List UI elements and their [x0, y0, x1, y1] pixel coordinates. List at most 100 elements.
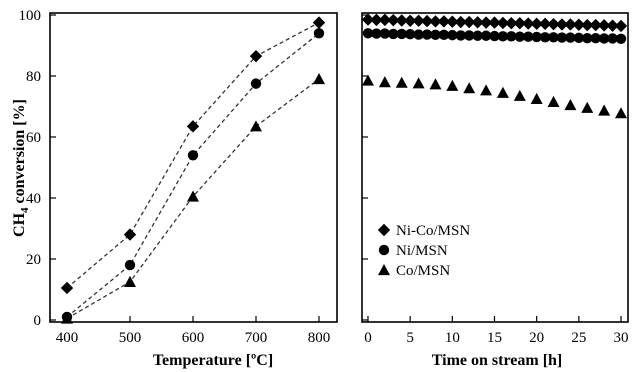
time-data-point — [370, 13, 383, 27]
time-data-point — [429, 78, 442, 90]
temp-series-triangle — [61, 73, 325, 324]
time-data-point — [403, 14, 417, 27]
time-data-point — [548, 32, 559, 43]
time-data-point — [614, 19, 628, 33]
temp-series-diamond — [60, 16, 326, 295]
time-data-point — [572, 18, 586, 31]
time-data-point — [598, 104, 611, 116]
time-data-point — [581, 101, 594, 113]
time-data-point — [514, 31, 525, 42]
time-data-point — [496, 86, 509, 98]
temp-data-point — [250, 120, 262, 132]
time-data-point — [371, 28, 382, 39]
time-data-point — [378, 76, 391, 88]
time-data-point — [597, 19, 611, 32]
temp-data-point — [60, 281, 74, 295]
time-data-point — [547, 95, 560, 108]
legend-entry-label: Co/MSN — [396, 263, 450, 279]
temp-data-point — [124, 275, 136, 287]
temp-data-point — [187, 190, 199, 202]
time-data-point — [538, 17, 552, 31]
time-data-point — [530, 17, 543, 31]
time-data-point — [395, 76, 408, 88]
time-data-point — [573, 32, 585, 44]
time-data-point — [430, 29, 441, 41]
temp-series-line — [66, 32, 320, 318]
time-data-point — [421, 29, 433, 40]
time-data-point — [455, 30, 466, 41]
time-data-point — [513, 17, 526, 30]
time-series-circle — [362, 28, 627, 44]
time-data-point — [497, 31, 509, 42]
time-data-point — [464, 30, 475, 41]
temp-data-point — [123, 228, 137, 241]
legend-entry-label: Ni-Co/MSN — [396, 223, 470, 239]
temp-x-tick-label: 800 — [308, 330, 331, 346]
time-data-point — [362, 28, 374, 39]
legend-marker — [378, 264, 390, 276]
time-data-point — [463, 15, 476, 29]
legend-marker — [378, 244, 390, 256]
legend-marker — [377, 223, 391, 237]
temp-data-point — [61, 312, 73, 324]
time-data-point — [598, 33, 610, 44]
x-axis-title-temperature: Temperature [ºC] — [153, 352, 273, 369]
temp-plot-frame — [49, 12, 338, 323]
x-axis-title-time: Time on stream [h] — [432, 352, 563, 369]
time-x-tick-label: 5 — [406, 330, 414, 346]
y-tick-label: 100 — [19, 8, 42, 24]
y-tick-label: 20 — [26, 252, 41, 268]
time-data-point — [505, 17, 518, 30]
time-data-point — [513, 89, 526, 101]
temp-data-point — [250, 78, 262, 89]
time-x-tick-label: 20 — [529, 330, 544, 346]
time-x-tick-label: 10 — [445, 330, 460, 346]
time-data-point — [539, 32, 551, 43]
y-axis-title: CH4 conversion [%] — [11, 99, 31, 237]
time-data-point — [388, 28, 399, 40]
time-data-point — [396, 28, 407, 40]
y-axis-title-subscript: 4 — [19, 207, 31, 213]
time-data-point — [454, 15, 467, 29]
time-data-point — [447, 29, 458, 41]
time-data-point — [530, 92, 543, 104]
time-x-tick-label: 30 — [614, 330, 629, 346]
time-data-point — [556, 32, 568, 43]
time-data-point — [522, 17, 535, 30]
time-data-point — [582, 32, 593, 44]
time-x-tick-label: 15 — [487, 330, 502, 346]
temp-data-point — [124, 259, 136, 271]
time-x-tick-label: 25 — [571, 330, 586, 346]
temp-data-point — [313, 28, 325, 39]
time-data-point — [506, 31, 517, 42]
time-data-point — [480, 84, 493, 96]
time-data-point — [531, 31, 542, 43]
time-data-point — [472, 30, 483, 41]
time-data-point — [379, 28, 391, 39]
temperature-panel: 400 500 600 700 800 0 20 40 60 80 100 — [19, 8, 338, 346]
temp-series-line — [66, 22, 320, 289]
time-data-point — [387, 13, 400, 27]
time-data-point — [607, 33, 618, 44]
temp-data-point — [312, 16, 326, 29]
time-data-point — [564, 98, 577, 111]
time-data-point — [413, 29, 424, 40]
time-data-point — [378, 13, 392, 27]
time-data-point — [412, 14, 425, 27]
time-data-point — [438, 29, 450, 41]
time-data-point — [555, 18, 569, 31]
time-data-point — [523, 31, 534, 42]
time-data-point — [362, 74, 374, 86]
time-data-point — [606, 19, 619, 32]
time-data-point — [496, 16, 510, 30]
temp-data-point — [313, 73, 325, 85]
time-data-point — [590, 32, 601, 44]
time-data-point — [489, 30, 500, 42]
y-tick-label: 80 — [26, 69, 41, 85]
time-data-point — [395, 14, 408, 27]
time-data-point — [412, 77, 425, 89]
time-data-point — [437, 15, 451, 28]
temp-data-point — [186, 120, 200, 133]
time-data-point — [565, 32, 576, 43]
